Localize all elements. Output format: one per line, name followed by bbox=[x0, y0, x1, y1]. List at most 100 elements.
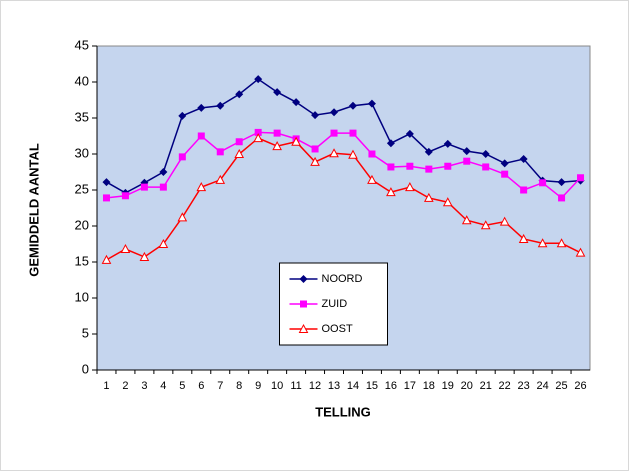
marker bbox=[235, 138, 243, 146]
x-tick-label: 23 bbox=[518, 380, 530, 392]
marker bbox=[442, 197, 453, 207]
marker bbox=[139, 251, 150, 261]
x-tick-label: 13 bbox=[328, 380, 340, 392]
marker bbox=[577, 174, 585, 182]
marker bbox=[158, 238, 169, 248]
marker bbox=[386, 187, 396, 197]
x-tick-label: 6 bbox=[198, 380, 204, 392]
marker bbox=[500, 159, 509, 168]
marker bbox=[444, 162, 452, 170]
marker bbox=[329, 148, 339, 158]
marker bbox=[425, 165, 433, 173]
marker bbox=[291, 136, 301, 146]
marker bbox=[518, 233, 529, 243]
marker bbox=[405, 182, 415, 192]
marker bbox=[575, 247, 586, 257]
marker bbox=[349, 129, 357, 137]
marker bbox=[197, 132, 205, 140]
y-tick-label: 25 bbox=[75, 181, 89, 196]
x-tick-label: 20 bbox=[461, 380, 473, 392]
marker bbox=[520, 186, 528, 194]
marker bbox=[558, 194, 566, 202]
marker bbox=[273, 129, 281, 137]
marker bbox=[463, 157, 471, 165]
x-tick-label: 4 bbox=[160, 380, 166, 392]
x-tick-label: 17 bbox=[404, 380, 416, 392]
x-tick-label: 10 bbox=[271, 380, 283, 392]
x-tick-label: 8 bbox=[236, 380, 242, 392]
marker bbox=[101, 254, 112, 264]
marker bbox=[348, 149, 358, 159]
series-line bbox=[106, 137, 581, 261]
marker bbox=[140, 183, 148, 191]
marker bbox=[272, 141, 282, 151]
marker bbox=[443, 139, 452, 148]
marker bbox=[235, 90, 244, 99]
marker bbox=[462, 147, 471, 156]
legend: NOORD ZUID OOST bbox=[279, 262, 388, 346]
marker bbox=[424, 147, 433, 156]
y-axis-label: GEMIDDELD AANTAL bbox=[26, 143, 41, 277]
x-tick-label: 21 bbox=[480, 380, 492, 392]
y-tick-label: 30 bbox=[75, 145, 89, 160]
marker bbox=[367, 99, 376, 108]
marker bbox=[216, 148, 224, 156]
marker bbox=[330, 108, 339, 117]
x-tick-label: 18 bbox=[423, 380, 435, 392]
marker bbox=[556, 238, 567, 248]
marker bbox=[159, 183, 167, 191]
x-axis-label: TELLING bbox=[315, 404, 371, 419]
marker bbox=[121, 192, 129, 200]
y-tick-label: 20 bbox=[75, 217, 89, 232]
marker bbox=[348, 101, 357, 110]
x-tick-label: 25 bbox=[555, 380, 567, 392]
x-tick-label: 12 bbox=[309, 380, 321, 392]
marker bbox=[539, 179, 547, 187]
marker bbox=[299, 275, 308, 283]
y-tick-label: 15 bbox=[75, 253, 89, 268]
marker bbox=[178, 153, 186, 161]
marker bbox=[177, 212, 188, 222]
marker bbox=[159, 168, 168, 176]
marker bbox=[423, 192, 434, 202]
x-tick-label: 15 bbox=[366, 380, 378, 392]
marker bbox=[102, 178, 111, 187]
marker bbox=[368, 150, 376, 158]
marker bbox=[292, 98, 301, 107]
marker bbox=[215, 174, 226, 184]
y-tick-label: 45 bbox=[75, 37, 89, 52]
marker bbox=[482, 163, 490, 171]
marker bbox=[298, 323, 309, 333]
marker bbox=[197, 103, 206, 112]
marker bbox=[501, 170, 509, 178]
marker bbox=[196, 182, 207, 192]
marker bbox=[300, 300, 307, 308]
y-tick-label: 10 bbox=[75, 289, 89, 304]
y-tick-label: 0 bbox=[82, 361, 89, 376]
marker bbox=[537, 238, 548, 248]
marker bbox=[481, 150, 490, 158]
x-tick-label: 11 bbox=[290, 380, 301, 392]
x-tick-label: 5 bbox=[179, 380, 185, 392]
marker bbox=[311, 111, 320, 120]
marker bbox=[253, 133, 264, 143]
x-tick-label: 24 bbox=[536, 380, 548, 392]
x-tick-label: 7 bbox=[217, 380, 223, 392]
x-tick-label: 22 bbox=[499, 380, 511, 392]
marker bbox=[254, 75, 263, 84]
x-tick-label: 1 bbox=[103, 380, 109, 392]
marker bbox=[216, 101, 225, 110]
y-tick-label: 40 bbox=[75, 73, 89, 88]
x-tick-label: 26 bbox=[574, 380, 586, 392]
x-tick-label: 2 bbox=[122, 380, 128, 392]
marker bbox=[461, 215, 472, 225]
legend-label: OOST bbox=[322, 323, 353, 335]
series-line bbox=[106, 78, 581, 194]
x-tick-label: 19 bbox=[442, 380, 454, 392]
marker bbox=[557, 178, 566, 187]
marker bbox=[178, 111, 187, 120]
marker bbox=[234, 148, 245, 158]
marker bbox=[499, 216, 510, 226]
